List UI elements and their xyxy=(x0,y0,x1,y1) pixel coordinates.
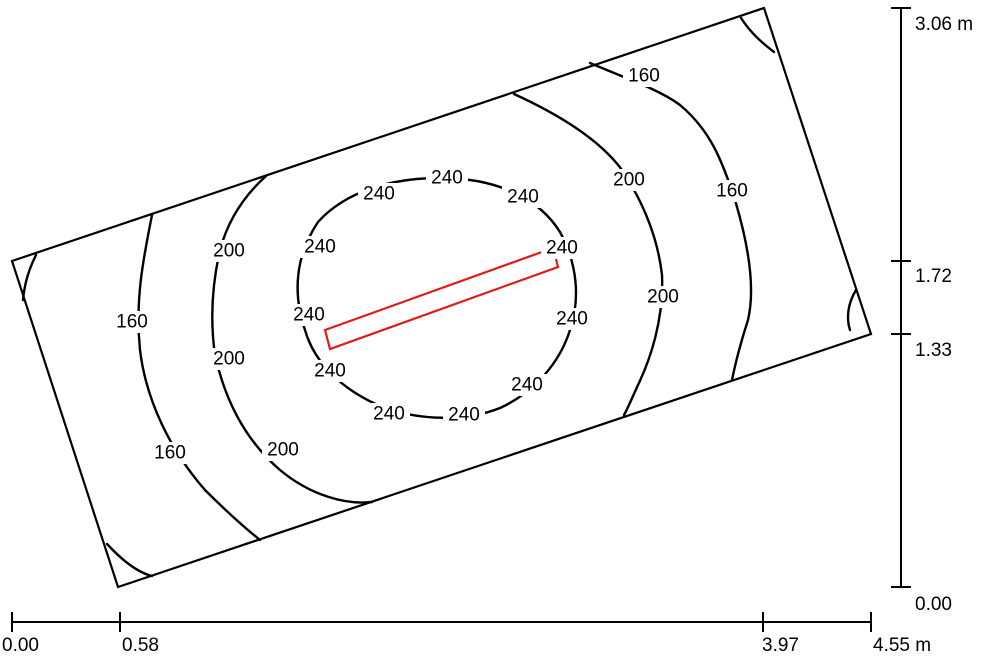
contour-label: 240 xyxy=(363,184,395,205)
contour-label: 200 xyxy=(267,440,299,461)
x-tick-label: 4.55 m xyxy=(873,635,931,656)
contour-label: 200 xyxy=(647,287,679,308)
contour-label: 240 xyxy=(314,361,346,382)
luminaire xyxy=(323,246,560,351)
contour-label: 200 xyxy=(613,170,645,191)
contour-label: 240 xyxy=(507,187,539,208)
corner-contour-top xyxy=(739,16,776,54)
x-tick-label: 0.00 xyxy=(2,635,39,656)
y-tick-label: 3.06 m xyxy=(915,14,973,35)
contour-label: 240 xyxy=(448,405,480,426)
contour-label: 160 xyxy=(116,312,148,333)
contour-label: 240 xyxy=(511,375,543,396)
y-tick-label: 0.00 xyxy=(915,594,952,615)
y-tick-label: 1.33 xyxy=(915,340,952,361)
contour-label: 160 xyxy=(628,66,660,87)
contour-label: 200 xyxy=(213,349,245,370)
x-tick-label: 0.58 xyxy=(122,635,159,656)
x-tick-label: 3.97 xyxy=(762,635,799,656)
corner-contour-right xyxy=(846,288,858,332)
room-outline xyxy=(10,6,873,589)
contour-240 xyxy=(296,176,578,419)
contour-label: 160 xyxy=(154,443,186,464)
contour-160-left xyxy=(137,213,262,542)
contour-label: 240 xyxy=(431,168,463,189)
contour-label: 240 xyxy=(556,309,588,330)
contour-label: 240 xyxy=(546,238,578,259)
contour-label: 240 xyxy=(373,404,405,425)
contour-label: 200 xyxy=(213,241,245,262)
y-tick-label: 1.72 xyxy=(915,266,952,287)
corner-contour-left xyxy=(21,253,38,302)
contour-label: 240 xyxy=(293,305,325,326)
x-axis: 0.00 0.58 3.97 4.55 m xyxy=(2,612,931,656)
contour-200-right xyxy=(512,92,664,417)
contour-label: 240 xyxy=(304,237,336,258)
contour-160-right xyxy=(588,61,753,382)
y-axis: 3.06 m 1.72 1.33 0.00 xyxy=(891,7,973,615)
corner-contour-bottom xyxy=(105,542,154,578)
contour-labels: 160 160 160 160 200 200 200 200 200 240 … xyxy=(111,65,753,464)
contour-label: 160 xyxy=(716,181,748,202)
